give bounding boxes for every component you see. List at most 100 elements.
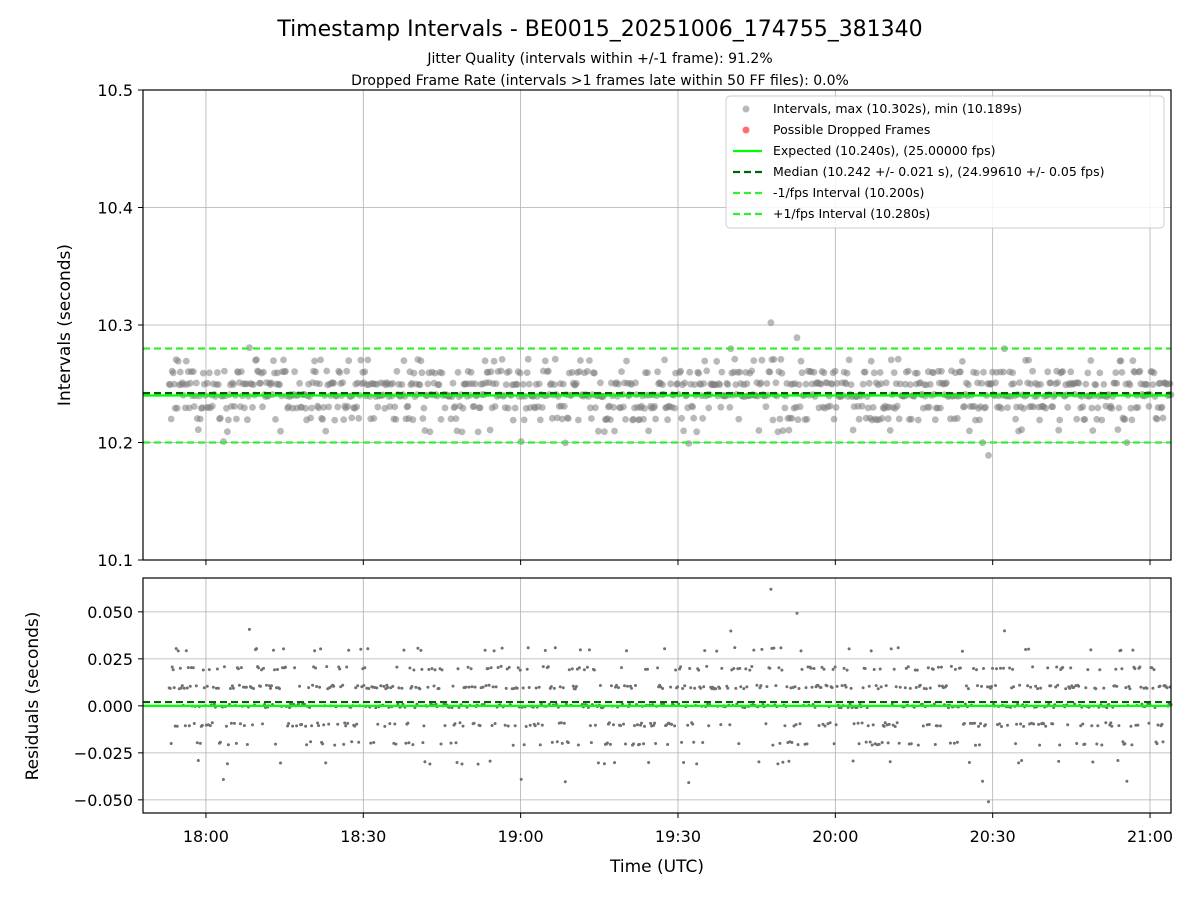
residual-point	[174, 647, 178, 651]
residual-point	[504, 686, 508, 690]
residual-point	[186, 666, 190, 670]
y-tick-label-intervals: 10.1	[97, 551, 133, 570]
residuals-y-label: Residuals (seconds)	[23, 612, 43, 781]
interval-point	[1047, 379, 1055, 387]
residual-point	[998, 722, 1001, 726]
residual-point	[578, 648, 582, 652]
interval-point	[343, 367, 351, 375]
residual-point	[321, 742, 325, 746]
residual-point	[681, 687, 685, 690]
residual-point	[771, 743, 775, 747]
residual-point	[863, 667, 867, 670]
interval-point	[1056, 416, 1064, 424]
interval-point	[182, 357, 190, 365]
residual-point	[939, 665, 943, 669]
interval-point	[519, 380, 527, 388]
residual-point	[938, 724, 942, 728]
residual-point	[778, 741, 782, 745]
residual-point	[1018, 683, 1022, 687]
residual-point	[278, 687, 281, 691]
interval-point	[623, 357, 630, 365]
residual-point	[776, 762, 780, 766]
residual-point	[744, 667, 748, 671]
residual-point	[1020, 759, 1024, 762]
residual-point	[388, 722, 392, 726]
residual-point	[574, 685, 578, 688]
residual-point	[984, 723, 987, 727]
residual-point	[216, 686, 220, 690]
residual-point	[695, 762, 699, 766]
interval-point	[249, 404, 256, 411]
interval-point	[678, 414, 685, 422]
interval-point	[886, 427, 894, 434]
residual-point	[1054, 685, 1058, 689]
interval-point	[832, 404, 840, 411]
interval-point	[957, 368, 964, 376]
residual-point	[830, 686, 834, 690]
residual-point	[522, 743, 526, 747]
interval-point	[504, 404, 512, 412]
interval-point	[937, 404, 944, 412]
interval-point	[409, 416, 417, 424]
interval-point	[225, 416, 232, 424]
interval-point	[620, 403, 627, 411]
residual-point	[689, 686, 693, 690]
residual-point	[966, 687, 970, 691]
residual-point	[1069, 666, 1073, 670]
interval-point	[441, 404, 449, 412]
interval-point	[591, 369, 598, 377]
residual-point	[225, 762, 229, 766]
residual-point	[797, 687, 801, 690]
interval-point	[355, 414, 363, 422]
interval-point	[1082, 380, 1090, 388]
residual-point	[884, 684, 888, 688]
interval-point	[330, 379, 338, 387]
residual-point	[928, 686, 932, 690]
residual-point	[691, 722, 695, 726]
residual-point	[221, 778, 225, 781]
legend-marker-dropped	[742, 126, 750, 134]
residual-point	[851, 759, 855, 763]
residual-point	[1075, 742, 1079, 745]
residual-point	[783, 724, 787, 728]
residual-point	[877, 742, 881, 746]
residual-point	[478, 724, 482, 728]
residual-point	[300, 723, 304, 726]
interval-point	[190, 403, 198, 410]
residual-point	[908, 686, 912, 690]
interval-point	[1044, 368, 1052, 376]
interval-point	[716, 381, 724, 388]
residual-point	[1133, 667, 1137, 671]
interval-point	[588, 415, 595, 422]
interval-point	[798, 369, 806, 377]
interval-point	[803, 415, 811, 423]
residual-point	[374, 706, 378, 710]
interval-point	[797, 357, 805, 365]
interval-point	[858, 402, 866, 410]
residual-point	[653, 721, 657, 725]
legend-entry-median: Median (10.242 +/- 0.021 s), (24.99610 +…	[773, 164, 1104, 179]
residual-point	[1123, 742, 1127, 746]
residual-point	[821, 722, 825, 726]
residual-point	[318, 685, 322, 689]
residual-point	[748, 668, 752, 672]
residual-point	[798, 722, 802, 726]
interval-point	[568, 369, 576, 376]
interval-point	[779, 427, 787, 435]
interval-point	[1020, 404, 1027, 412]
interval-point	[1145, 403, 1153, 410]
residual-point	[768, 666, 772, 670]
interval-point	[796, 403, 804, 411]
interval-point	[855, 415, 863, 423]
interval-point	[901, 380, 909, 388]
interval-point	[1079, 403, 1087, 411]
residual-point	[416, 646, 420, 650]
interval-point	[973, 369, 980, 377]
interval-point	[630, 415, 637, 423]
interval-point	[276, 381, 283, 389]
residual-point	[800, 667, 804, 671]
interval-point	[1025, 356, 1032, 364]
residual-point	[613, 761, 616, 765]
residual-point	[1147, 721, 1151, 725]
residual-point	[414, 685, 418, 689]
